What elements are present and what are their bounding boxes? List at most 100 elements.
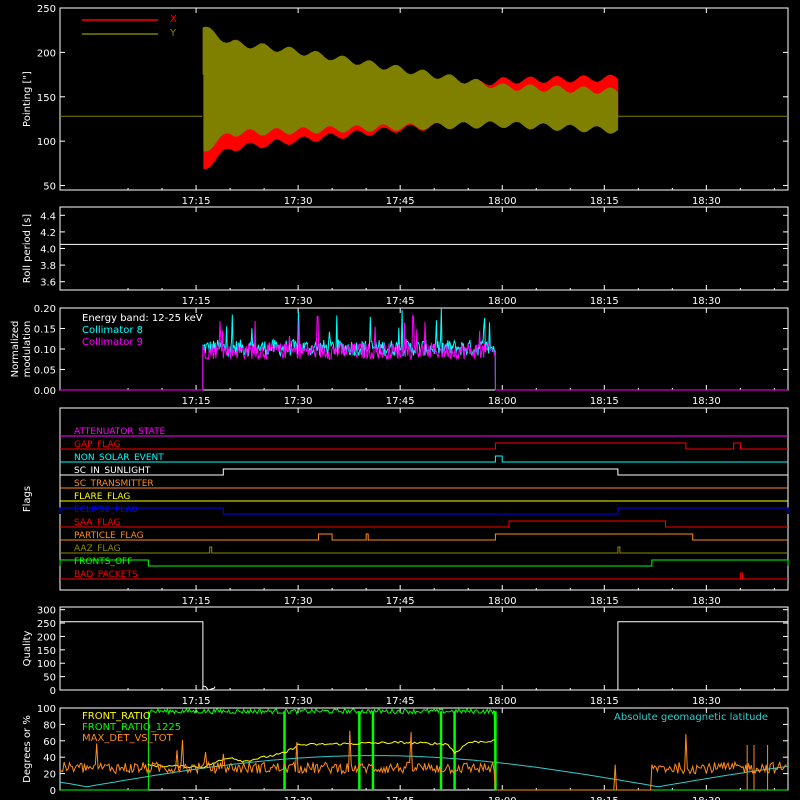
geomag-annotation: Absolute geomagnetic latitude [614,712,768,723]
flag-line-sc-in-sunlight [60,468,788,476]
roll-ytick-label: 4.0 [40,245,56,256]
roll-ytick-label: 4.4 [40,211,56,222]
quality-ylabel: Quality [22,631,33,667]
pointing-ytick-label: 250 [37,4,56,15]
flag-label-eclipse-flag: ECLIPSE_FLAG [74,505,138,515]
geomag-xtick-label: 17:15 [182,796,211,800]
geomag-ytick-label: 80 [43,720,56,731]
legend-label-y: Y [169,28,177,39]
flags-xtick-label: 17:45 [386,596,415,607]
geomag-xtick-label: 18:30 [692,796,721,800]
geomag-legend-front-ratio-1225: FRONT_RATIO_1225 [82,722,181,733]
flag-line-particle-flag [60,533,788,541]
flag-label-non-solar-event: NON_SOLAR_EVENT [74,453,164,463]
quality-line [60,621,788,691]
roll-period-panel: 17:15 17:30 17:45 18:00 18:15 18:30 3.6 3.8 4.0 4… [22,206,789,307]
mod-ylabel-2: modulation [22,321,33,378]
pointing-xtick-label: 18:00 [488,196,517,207]
mod-ytick-label: 0.20 [34,304,56,315]
mod-xtick-label: 18:00 [488,396,517,407]
quality-ytick-label: 250 [37,619,56,630]
flags-xtick-label: 18:00 [488,596,517,607]
mod-xtick-label: 17:45 [386,396,415,407]
mod-collimator-8 [60,307,788,391]
flags-xtick-label: 17:30 [284,596,313,607]
geomag-panel: 17:15 17:30 17:45 18:00 18:15 18:30 0 20 40 60 80 1… [22,704,789,800]
pointing-ytick-label: 100 [37,137,56,148]
roll-xtick-label: 18:00 [488,296,517,307]
flag-line-fronts-off [59,559,789,567]
geomag-xtick-label: 17:45 [386,796,415,800]
roll-ytick-label: 3.8 [40,261,56,272]
flag-label-flare-flag: FLARE_FLAG [74,492,130,502]
flag-label-fronts-off: FRONTS_OFF [74,557,132,567]
mod-xtick-label: 17:15 [182,396,211,407]
quality-xtick-label: 17:45 [386,696,415,707]
mod-collimator-9 [60,313,788,391]
pointing-xtick-label: 17:30 [284,196,313,207]
geomag-xtick-label: 18:00 [488,796,517,800]
flag-line-eclipse-flag [59,507,789,515]
roll-ytick-label: 4.2 [40,228,56,239]
pointing-ylabel: Pointing ["] [22,71,33,127]
quality-xtick-label: 17:15 [182,696,211,707]
roll-xtick-label: 17:15 [182,296,211,307]
geomag-front-ratio [147,739,495,769]
pointing-panel: 17:15 17:30 17:45 18:00 18:15 18:30 50 100 150 20… [22,4,789,207]
flag-label-particle-flag: PARTICLE_FLAG [74,531,144,541]
geomag-legend-front-ratio: FRONT_RATIO [82,711,151,722]
flag-label-bad-packets: BAD_PACKETS [74,570,138,580]
pointing-y-band [202,26,619,152]
quality-xtick-label: 17:30 [284,696,313,707]
mod-xtick-label: 17:30 [284,396,313,407]
flag-label-saa-flag: SAA_FLAG [74,518,120,528]
pointing-ytick-label: 150 [37,93,56,104]
geomag-ytick-label: 60 [43,737,56,748]
quality-xtick-label: 18:00 [488,696,517,707]
mod-energy-band: Energy band: 12-25 keV [82,313,203,324]
quality-ytick-label: 150 [37,646,56,657]
mod-legend-collimator-8: Collimator 8 [82,325,143,336]
mod-ytick-label: 0.05 [34,366,56,377]
flags-panel: 17:15 17:30 17:45 18:00 18:15 18:30 Flags ATTEN… [22,407,789,607]
geomag-ylabel: Degrees or % [22,715,33,783]
quality-ytick-label: 100 [37,659,56,670]
modulation-panel: 17:15 17:30 17:45 18:00 18:15 18:30 0.00 0.05 0.… [10,304,789,407]
quality-panel: 17:15 17:30 17:45 18:00 18:15 18:30 0 50 100 150 2… [22,606,789,707]
mod-ytick-label: 0.10 [34,345,56,356]
geomag-front-ratio-1225 [60,707,788,791]
flag-label-sc-in-sunlight: SC_IN_SUNLIGHT [74,466,151,476]
mod-xtick-label: 18:30 [692,396,721,407]
mod-xtick-label: 18:15 [590,396,619,407]
roll-xtick-label: 18:30 [692,296,721,307]
mod-ytick-label: 0.00 [34,386,56,397]
geomag-latitude-line [59,755,789,788]
flag-line-bad-packets [60,572,788,580]
mod-legend-collimator-9: Collimator 9 [82,337,143,348]
quality-xtick-label: 18:15 [590,696,619,707]
geomag-ytick-label: 40 [43,753,56,764]
legend-label-x: X [170,14,177,25]
roll-ylabel: Roll period [s] [22,214,33,283]
pointing-xtick-label: 17:45 [386,196,415,207]
flags-xtick-label: 17:15 [182,596,211,607]
quality-ytick-label: 300 [37,606,56,617]
pointing-xtick-label: 18:15 [590,196,619,207]
flag-line-non-solar-event [60,455,788,463]
roll-xtick-label: 17:45 [386,296,415,307]
quality-ytick-label: 50 [43,673,56,684]
flag-line-gap-flag [60,442,788,450]
flags-xtick-label: 18:30 [692,596,721,607]
roll-xtick-label: 17:30 [284,296,313,307]
flag-label-sc-transmitter: SC_TRANSMITTER [74,479,154,489]
flag-label-gap-flag: GAP_FLAG [74,440,120,450]
geomag-ytick-label: 100 [37,704,56,715]
pointing-ytick-label: 50 [43,182,56,193]
flag-line-aaz-flag [60,546,788,554]
pointing-xtick-label: 18:30 [692,196,721,207]
geomag-xtick-label: 18:15 [590,796,619,800]
pointing-xtick-label: 17:15 [182,196,211,207]
geomag-frame [59,707,789,791]
geomag-legend-max-det: MAX_DET_VS_TOT [82,733,174,744]
